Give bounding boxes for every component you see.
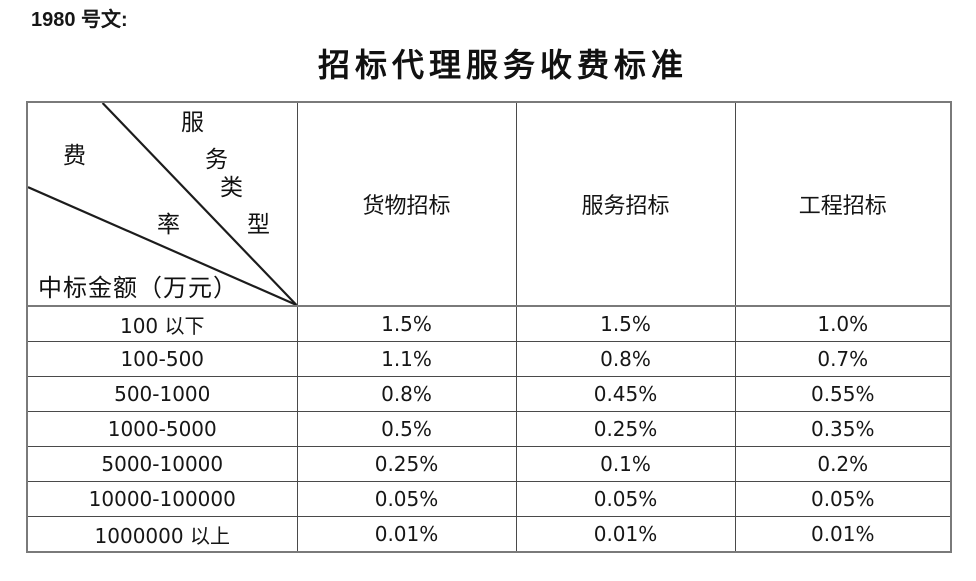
goods-rate-cell: 1.5% — [296, 305, 517, 342]
engineering-rate-cell: 1.0% — [734, 305, 952, 342]
engineering-rate-cell: 0.2% — [734, 446, 952, 482]
services-rate-cell: 0.45% — [515, 376, 736, 412]
amount-range-cell: 5000-10000 — [26, 446, 298, 482]
table-row: 1000-5000 0.5% 0.25% 0.35% — [26, 411, 952, 447]
engineering-rate-cell: 0.01% — [734, 516, 952, 553]
column-header-goods-bidding: 货物招标 — [296, 101, 517, 307]
table-row: 100-500 1.1% 0.8% 0.7% — [26, 341, 952, 377]
column-header-engineering-bidding: 工程招标 — [734, 101, 952, 307]
corner-label-amount: 中标金额（万元） — [38, 276, 238, 302]
corner-label-service-type-char-3: 类 — [220, 175, 243, 200]
table-row: 5000-10000 0.25% 0.1% 0.2% — [26, 446, 952, 482]
doc-number-label: 1980 号文: — [31, 9, 128, 31]
amount-range-cell: 500-1000 — [26, 376, 298, 412]
page-title: 招标代理服务收费标准 — [317, 47, 688, 83]
engineering-rate-cell: 0.7% — [734, 341, 952, 377]
diagonal-header-cell: 服 务 类 型 费 率 中标金额（万元） — [26, 101, 298, 307]
services-rate-cell: 0.01% — [515, 516, 736, 553]
services-rate-cell: 0.25% — [515, 411, 736, 447]
amount-range-cell: 1000-5000 — [26, 411, 298, 447]
goods-rate-cell: 0.01% — [296, 516, 517, 553]
engineering-rate-cell: 0.05% — [734, 481, 952, 517]
corner-label-service-type-char-1: 服 — [181, 110, 204, 135]
table-row: 100 以下 1.5% 1.5% 1.0% — [26, 305, 952, 342]
table-row: 1000000 以上 0.01% 0.01% 0.01% — [26, 516, 952, 553]
diagonal-divider-lines — [28, 103, 296, 304]
engineering-rate-cell: 0.55% — [734, 376, 952, 412]
fee-table-body: 100 以下 1.5% 1.5% 1.0% 100-500 1.1% 0.8% … — [26, 305, 952, 553]
services-rate-cell: 0.05% — [515, 481, 736, 517]
amount-range-cell: 100-500 — [26, 341, 298, 377]
services-rate-cell: 1.5% — [515, 305, 736, 342]
goods-rate-cell: 1.1% — [296, 341, 517, 377]
table-row: 500-1000 0.8% 0.45% 0.55% — [26, 376, 952, 412]
engineering-rate-cell: 0.35% — [734, 411, 952, 447]
corner-label-service-type-char-2: 务 — [205, 147, 228, 172]
corner-label-rate-char: 率 — [157, 212, 180, 237]
amount-range-cell: 1000000 以上 — [26, 516, 298, 553]
services-rate-cell: 0.1% — [515, 446, 736, 482]
header-row: 服 务 类 型 费 率 中标金额（万元） 货物招标 服务招标 工程招标 — [26, 101, 952, 307]
goods-rate-cell: 0.8% — [296, 376, 517, 412]
amount-range-cell: 100 以下 — [26, 305, 298, 342]
table-row: 10000-100000 0.05% 0.05% 0.05% — [26, 481, 952, 517]
goods-rate-cell: 0.25% — [296, 446, 517, 482]
goods-rate-cell: 0.5% — [296, 411, 517, 447]
amount-range-cell: 10000-100000 — [26, 481, 298, 517]
column-header-services-bidding: 服务招标 — [515, 101, 736, 307]
services-rate-cell: 0.8% — [515, 341, 736, 377]
corner-label-fee-char: 费 — [63, 143, 86, 168]
fee-table: 服 务 类 型 费 率 中标金额（万元） 货物招标 服务招标 工程招标 100 … — [26, 101, 952, 553]
goods-rate-cell: 0.05% — [296, 481, 517, 517]
corner-label-service-type-char-4: 型 — [247, 212, 270, 237]
